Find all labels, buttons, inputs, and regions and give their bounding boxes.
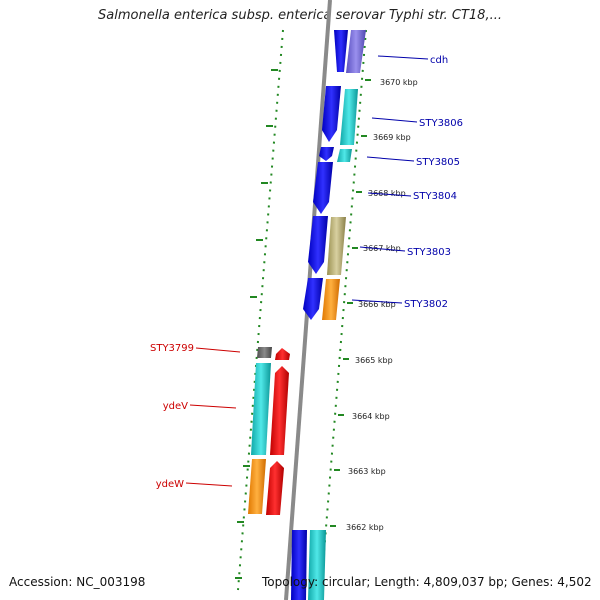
gene-feature-cyan[interactable] — [251, 363, 271, 455]
gene-feature-orange[interactable] — [248, 459, 266, 514]
inner-ring-dashes — [235, 69, 278, 579]
outer-ring-dashes — [330, 79, 371, 527]
scale-label-3665: 3665 kbp — [355, 356, 393, 365]
gene-label-sty3799[interactable]: STY3799 — [150, 343, 194, 354]
gene-feature-gray[interactable] — [257, 347, 272, 358]
scale-label-3668: 3668 kbp — [368, 189, 406, 198]
gene-label-cdh[interactable]: cdh — [430, 55, 448, 66]
gene-label-sty3804[interactable]: STY3804 — [413, 191, 457, 202]
gene-feature-blue[interactable] — [313, 162, 333, 214]
map-title: Salmonella enterica subsp. enterica sero… — [98, 8, 502, 23]
gene-feature-cyan[interactable] — [340, 89, 358, 145]
scale-label-3666: 3666 kbp — [358, 300, 396, 309]
gene-feature-blue[interactable] — [303, 278, 323, 320]
gene-feature-blue[interactable] — [308, 216, 328, 274]
gene-label-ydev[interactable]: ydeV — [163, 401, 188, 412]
gene-feature-cyan[interactable] — [308, 530, 326, 600]
outer-dotted-ring — [320, 29, 367, 591]
gene-feature-cyan[interactable] — [337, 149, 352, 162]
gene-feature-red[interactable] — [275, 348, 290, 360]
gene-feature-blue[interactable] — [319, 147, 334, 161]
gene-feature-blue[interactable] — [334, 30, 348, 72]
gene-feature-red[interactable] — [270, 366, 289, 455]
inner-dotted-ring — [237, 29, 284, 591]
gene-feature-blue[interactable] — [291, 530, 307, 600]
gene-feature-olive[interactable] — [327, 217, 346, 275]
forward-strand-genes — [291, 30, 366, 600]
scale-label-3664: 3664 kbp — [352, 412, 390, 421]
scale-label-3670: 3670 kbp — [380, 78, 418, 87]
scale-label-3669: 3669 kbp — [373, 133, 411, 142]
topology-summary: Topology: circular; Length: 4,809,037 bp… — [262, 575, 592, 589]
gene-label-sty3805[interactable]: STY3805 — [416, 157, 460, 168]
gene-label-sty3806[interactable]: STY3806 — [419, 118, 463, 129]
gene-feature-red[interactable] — [266, 461, 284, 515]
scale-label-3662: 3662 kbp — [346, 523, 384, 532]
gene-feature-blue[interactable] — [322, 86, 341, 142]
reverse-strand-genes — [248, 347, 290, 515]
accession-label: Accession: NC_003198 — [9, 575, 146, 589]
gene-feature-orange[interactable] — [322, 279, 340, 320]
gene-label-sty3802[interactable]: STY3802 — [404, 299, 448, 310]
gene-label-sty3803[interactable]: STY3803 — [407, 247, 451, 258]
gene-feature-slate[interactable] — [346, 30, 366, 73]
gene-label-ydew[interactable]: ydeW — [156, 479, 184, 490]
scale-label-3663: 3663 kbp — [348, 467, 386, 476]
label-leaders — [185, 55, 429, 487]
